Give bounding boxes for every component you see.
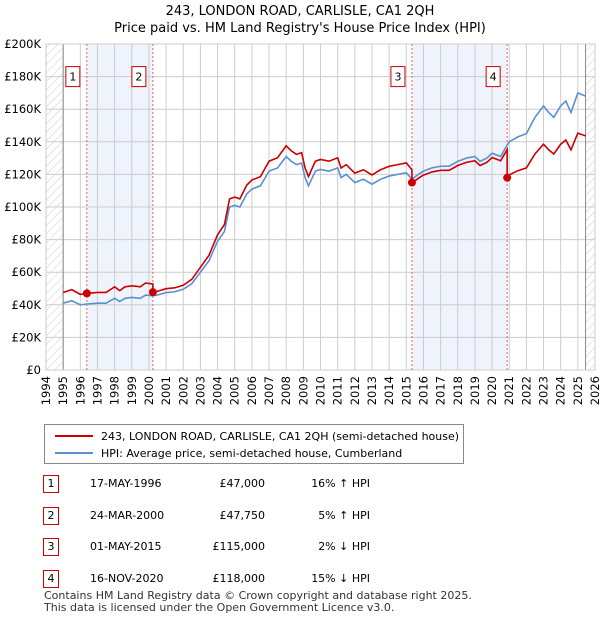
plot-border <box>45 43 596 371</box>
x-tick-label: 1997 <box>90 376 104 405</box>
x-tick-label: 2001 <box>159 376 173 405</box>
sale-date: 01-MAY-2015 <box>90 540 162 553</box>
sale-price: £47,000 <box>219 477 266 490</box>
x-tick-label: 2011 <box>331 376 345 405</box>
y-tick-label: £180K <box>4 70 41 84</box>
x-tick-label: 2025 <box>571 376 585 405</box>
chart-title: 243, LONDON ROAD, CARLISLE, CA1 2QH <box>165 4 435 19</box>
sale-number: 2 <box>43 506 59 525</box>
x-tick-label: 2010 <box>314 376 328 405</box>
sale-hpi-diff: 16% ↑ HPI <box>311 477 370 490</box>
y-tick-label: £120K <box>4 167 41 181</box>
legend-swatch-blue <box>55 452 93 454</box>
x-tick-label: 1999 <box>125 376 139 405</box>
x-tick-label: 2020 <box>485 376 499 405</box>
sale-point <box>503 173 512 182</box>
x-tick-label: 2021 <box>502 376 516 405</box>
sale-point <box>148 288 157 297</box>
y-tick-label: £140K <box>4 135 41 149</box>
chart-subtitle: Price paid vs. HM Land Registry's House … <box>114 21 486 36</box>
sale-price: £118,000 <box>212 571 266 585</box>
x-tick-label: 2014 <box>382 376 396 405</box>
sale-label-number: 4 <box>490 71 497 84</box>
sale-label-number: 1 <box>69 71 76 84</box>
legend-swatch-red <box>55 435 93 437</box>
legend: 243, LONDON ROAD, CARLISLE, CA1 2QH (sem… <box>44 424 464 464</box>
x-tick-label: 2017 <box>434 376 448 405</box>
sale-row: 3 01-MAY-2015 £115,000 2% ↓ HPI <box>0 538 600 558</box>
sale-point <box>82 289 91 298</box>
footer-licence: This data is licensed under the Open Gov… <box>44 601 395 614</box>
x-tick-label: 2024 <box>554 376 568 405</box>
sale-label-number: 3 <box>394 71 401 84</box>
legend-item-price-paid: 243, LONDON ROAD, CARLISLE, CA1 2QH (sem… <box>55 428 459 444</box>
y-tick-label: £0 <box>26 363 41 377</box>
sale-point <box>407 178 416 187</box>
x-tick-label: 1996 <box>73 376 87 405</box>
y-tick-label: £60K <box>12 265 42 279</box>
legend-label: 243, LONDON ROAD, CARLISLE, CA1 2QH (sem… <box>101 429 460 443</box>
sale-label-number: 2 <box>135 71 142 84</box>
y-tick-label: £80K <box>12 233 42 247</box>
x-tick-label: 2018 <box>451 376 465 405</box>
sale-number: 4 <box>43 569 59 588</box>
legend-item-hpi: HPI: Average price, semi-detached house,… <box>55 445 402 461</box>
y-tick-label: £160K <box>4 102 41 116</box>
sale-label-box <box>65 66 81 88</box>
sale-row: 4 16-NOV-2020 £118,000 15% ↓ HPI <box>0 569 600 590</box>
footer-copyright: Contains HM Land Registry data © Crown c… <box>44 589 472 602</box>
x-tick-label: 2005 <box>228 376 242 405</box>
sale-price: £47,750 <box>219 508 266 522</box>
sale-label-box <box>390 66 406 88</box>
x-tick-label: 2019 <box>468 376 482 405</box>
x-tick-label: 2023 <box>537 376 551 405</box>
x-tick-label: 2015 <box>399 376 413 405</box>
sale-hpi-diff: 15% ↓ HPI <box>311 571 370 585</box>
sale-date: 24-MAR-2000 <box>90 508 165 522</box>
y-tick-label: £40K <box>12 298 42 312</box>
x-tick-label: 2002 <box>176 376 190 405</box>
sale-hpi-diff: 2% ↓ HPI <box>318 540 370 553</box>
sale-number: 1 <box>43 475 59 493</box>
x-tick-label: 2008 <box>279 376 293 405</box>
x-tick-label: 1998 <box>108 376 122 405</box>
x-tick-label: 1994 <box>39 376 53 405</box>
y-tick-label: £100K <box>4 200 41 214</box>
x-tick-label: 1995 <box>56 376 70 405</box>
sale-row: 1 17-MAY-1996 £47,000 16% ↑ HPI <box>0 475 600 495</box>
x-tick-label: 2004 <box>211 376 225 405</box>
chart-plot: 1994 1995 1996 1997 1998 1999 2000 2001 2002 2003… <box>4 37 600 405</box>
x-tick-label: 2007 <box>262 376 276 405</box>
x-tick-label: 2009 <box>296 376 310 405</box>
x-tick-label: 2006 <box>245 376 259 405</box>
x-tick-label: 2012 <box>348 376 362 405</box>
x-tick-label: 2003 <box>193 376 207 405</box>
x-tick-label: 2026 <box>588 376 600 405</box>
x-tick-label: 2013 <box>365 376 379 405</box>
sale-number: 3 <box>43 538 59 556</box>
sale-date: 17-MAY-1996 <box>90 477 162 490</box>
x-tick-label: 2016 <box>416 376 430 405</box>
legend-label: HPI: Average price, semi-detached house,… <box>101 446 403 460</box>
x-tick-label: 2000 <box>142 376 156 405</box>
sale-hpi-diff: 5% ↑ HPI <box>318 508 370 522</box>
sale-label-box <box>131 66 147 88</box>
x-tick-label: 2022 <box>519 376 533 405</box>
y-tick-label: £20K <box>12 330 42 344</box>
y-tick-label: £200K <box>4 37 41 51</box>
sale-date: 16-NOV-2020 <box>90 571 164 585</box>
sale-label-box <box>485 66 501 88</box>
sale-price: £115,000 <box>212 540 266 553</box>
sale-row: 2 24-MAR-2000 £47,750 5% ↑ HPI <box>0 506 600 527</box>
